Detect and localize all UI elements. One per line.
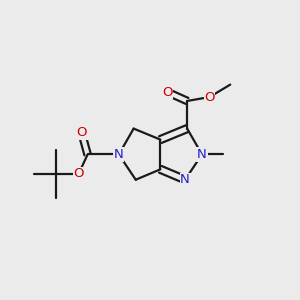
Text: O: O	[204, 91, 215, 103]
Text: O: O	[74, 167, 84, 180]
Text: N: N	[180, 173, 190, 186]
Text: O: O	[162, 85, 172, 98]
Text: O: O	[76, 126, 87, 139]
Text: methyl: methyl	[226, 148, 268, 161]
Text: N: N	[197, 148, 207, 161]
Text: N: N	[114, 148, 124, 161]
